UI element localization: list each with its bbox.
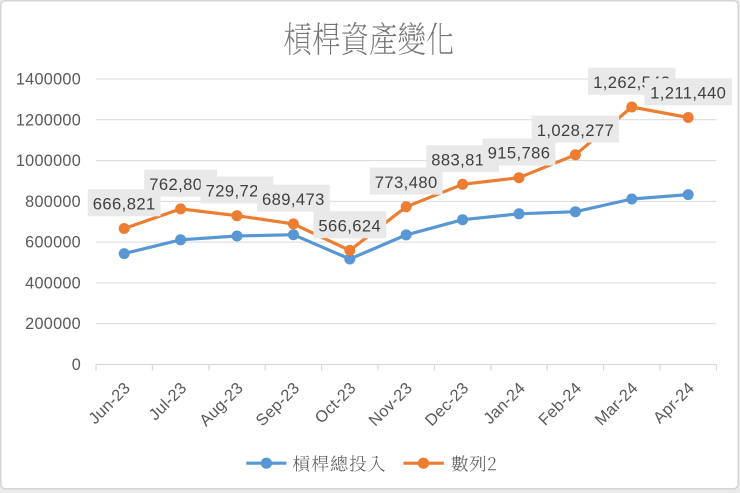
svg-text:1400000: 1400000 bbox=[16, 71, 81, 89]
svg-text:883,813: 883,813 bbox=[431, 150, 494, 169]
svg-text:0: 0 bbox=[72, 356, 81, 374]
svg-text:800000: 800000 bbox=[25, 193, 81, 211]
svg-text:915,786: 915,786 bbox=[488, 144, 551, 163]
svg-text:666,821: 666,821 bbox=[93, 195, 156, 214]
svg-text:400000: 400000 bbox=[25, 274, 81, 292]
svg-text:566,624: 566,624 bbox=[318, 216, 381, 235]
svg-text:1000000: 1000000 bbox=[16, 152, 81, 170]
svg-text:773,480: 773,480 bbox=[375, 173, 438, 192]
svg-text:1,028,277: 1,028,277 bbox=[537, 121, 614, 140]
svg-text:729,723: 729,723 bbox=[206, 182, 269, 201]
svg-text:762,804: 762,804 bbox=[149, 175, 212, 194]
svg-text:689,473: 689,473 bbox=[262, 190, 325, 209]
svg-text:600000: 600000 bbox=[25, 234, 81, 252]
svg-text:1,211,440: 1,211,440 bbox=[650, 84, 726, 103]
svg-text:1200000: 1200000 bbox=[16, 111, 81, 129]
svg-text:200000: 200000 bbox=[25, 315, 81, 333]
